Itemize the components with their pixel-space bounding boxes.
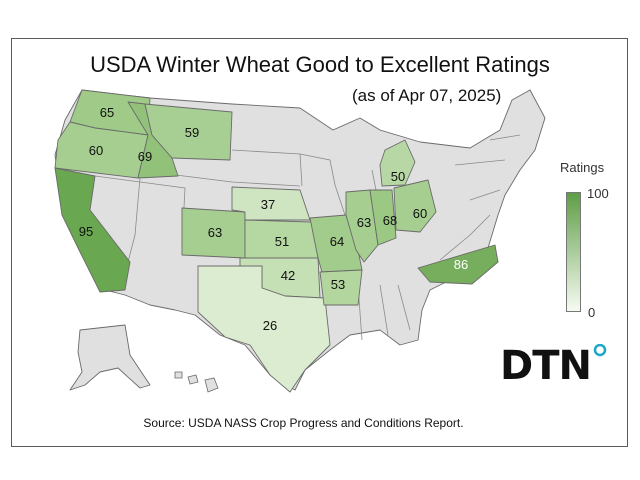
label-il: 63 bbox=[357, 215, 371, 230]
state-ca bbox=[54, 167, 131, 293]
label-or: 60 bbox=[89, 143, 103, 158]
state-ar bbox=[319, 269, 363, 306]
label-nc: 86 bbox=[454, 257, 468, 272]
state-ak bbox=[69, 324, 151, 391]
label-ok: 42 bbox=[281, 268, 295, 283]
dtn-logo: DTN bbox=[500, 344, 607, 384]
legend-max-label: 100 bbox=[587, 186, 609, 201]
label-mo: 64 bbox=[330, 234, 344, 249]
state-in bbox=[369, 189, 397, 246]
map-subtitle: (as of Apr 07, 2025) bbox=[352, 86, 502, 105]
label-mt: 59 bbox=[185, 125, 199, 140]
state-hi bbox=[174, 371, 219, 393]
state-nc bbox=[417, 244, 499, 285]
state-mi bbox=[379, 139, 416, 187]
label-ar: 53 bbox=[331, 277, 345, 292]
label-ks: 51 bbox=[275, 234, 289, 249]
label-co: 63 bbox=[208, 225, 222, 240]
legend-min-label: 0 bbox=[588, 305, 596, 320]
state-tx bbox=[197, 265, 331, 393]
label-oh: 60 bbox=[413, 206, 427, 221]
label-ca: 95 bbox=[79, 224, 93, 239]
label-in: 68 bbox=[383, 213, 397, 228]
logo-dot-icon bbox=[593, 344, 607, 357]
label-ne: 37 bbox=[261, 197, 275, 212]
legend-color-bar bbox=[566, 192, 581, 312]
state-oh bbox=[393, 179, 437, 233]
label-mi: 50 bbox=[391, 169, 405, 184]
state-mt bbox=[144, 103, 233, 161]
svg-text:DTN: DTN bbox=[500, 344, 591, 384]
source-note: Source: USDA NASS Crop Progress and Cond… bbox=[143, 416, 464, 430]
label-wa: 65 bbox=[100, 105, 114, 120]
map-title: USDA Winter Wheat Good to Excellent Rati… bbox=[90, 52, 550, 77]
label-tx: 26 bbox=[263, 318, 277, 333]
legend-title: Ratings bbox=[560, 160, 605, 175]
label-id: 69 bbox=[138, 149, 152, 164]
